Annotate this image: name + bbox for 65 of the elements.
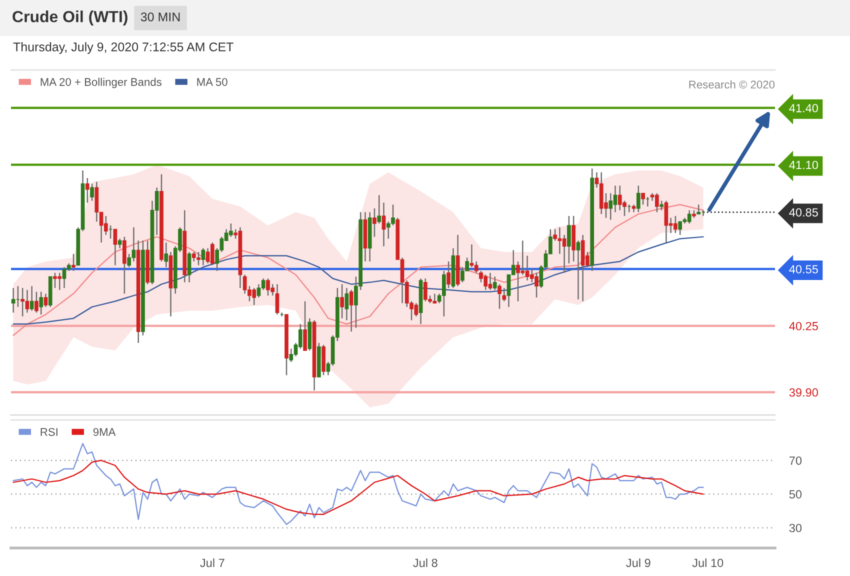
candlestick: [562, 234, 566, 274]
candlestick: [349, 289, 354, 332]
candlestick: [34, 291, 38, 314]
candlestick: [664, 200, 668, 244]
candlestick: [492, 276, 497, 291]
x-tick-label: Jul 10: [692, 558, 724, 568]
candlestick: [72, 253, 76, 272]
line-series: [12, 236, 704, 325]
y-tick-label: 41.10: [789, 160, 818, 170]
candlestick: [289, 348, 294, 363]
x-tick-label: Jul 7: [200, 558, 224, 568]
candlestick: [340, 284, 344, 319]
candlestick: [641, 192, 645, 206]
line-series: [12, 204, 704, 336]
candlestick: [474, 260, 478, 274]
candlestick: [502, 287, 506, 302]
candlestick: [122, 236, 126, 294]
chart-subtitle: Thursday, July 9, 2020 7:12:55 AM CET: [13, 42, 234, 54]
y-tick-label: 70: [789, 456, 802, 465]
text: 30 MIN: [140, 12, 180, 22]
line-series: [12, 460, 704, 515]
chart-title: Crude Oil (WTI): [12, 10, 128, 26]
y-tick-label: 30: [789, 524, 802, 532]
legend-label: MA 50: [197, 78, 228, 86]
candlestick: [446, 260, 450, 289]
candlestick: [85, 177, 90, 204]
candlestick: [303, 300, 307, 352]
candlestick: [104, 215, 108, 236]
candlestick: [11, 287, 16, 314]
candlestick: [44, 293, 48, 308]
candlestick: [498, 284, 502, 310]
annotation: Research © 2020: [689, 80, 775, 89]
y-tick-label: 40.25: [789, 322, 818, 330]
candlestick: [567, 215, 571, 264]
candlestick: [201, 248, 206, 266]
candlestick: [164, 242, 168, 268]
candlestick: [608, 192, 613, 220]
legend-label: MA 20 + Bollinger Bands: [40, 78, 162, 88]
candlestick: [576, 240, 580, 300]
candlestick: [275, 284, 280, 316]
candlestick: [660, 200, 664, 211]
candlestick: [372, 208, 376, 238]
candlestick: [187, 251, 192, 283]
line-series: [12, 442, 704, 526]
candlestick: [636, 185, 640, 213]
y-tick-label: 40.85: [789, 208, 818, 217]
candlestick: [696, 204, 701, 215]
y-tick-label: 50: [789, 490, 802, 498]
candlestick: [678, 221, 682, 236]
y-tick-label: 41.40: [789, 104, 818, 112]
candlestick: [90, 183, 94, 202]
x-tick-label: Jul 9: [626, 558, 650, 568]
legend-label: RSI: [40, 428, 58, 436]
candlestick: [382, 202, 386, 247]
candlestick: [30, 285, 34, 312]
y-tick-label: 40.55: [789, 265, 818, 274]
y-tick-label: 39.90: [789, 388, 818, 397]
candlestick: [687, 210, 692, 224]
candlestick: [210, 242, 214, 266]
candlestick: [377, 194, 382, 224]
candlestick: [344, 287, 349, 321]
x-tick-label: Jul 8: [413, 558, 438, 568]
candlestick: [113, 228, 118, 266]
legend-label: 9MA: [93, 428, 116, 436]
candlestick: [39, 291, 44, 316]
